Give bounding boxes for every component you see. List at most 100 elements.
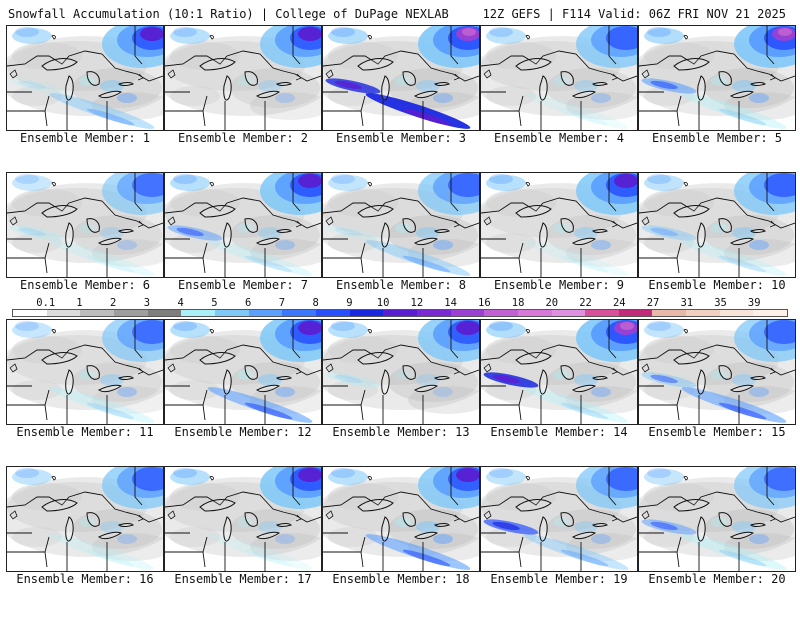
color-scale-swatch [484,310,518,316]
ensemble-member-panel: Ensemble Member: 3 [322,25,480,185]
ensemble-member-label: Ensemble Member: 20 [648,572,786,586]
snowfall-map-graphic [481,320,637,424]
ensemble-member-panel: Ensemble Member: 18 [322,466,480,626]
color-scale-label: 39 [747,297,761,309]
color-scale-label: 0.1 [36,297,56,309]
model-valid-time: 12Z GEFS | F114 Valid: 06Z FRI NOV 21 20… [482,7,786,21]
snowfall-map [164,172,322,278]
snowfall-map-graphic [7,26,163,130]
ensemble-member-label: Ensemble Member: 11 [16,425,154,439]
color-scale-label: 35 [714,297,727,309]
color-scale-label: 3 [143,297,151,309]
color-scale-swatch [517,310,552,316]
color-scale-bar [12,309,788,317]
color-scale-swatch [618,310,653,316]
ensemble-member-panel: Ensemble Member: 6 [6,172,164,332]
snowfall-map [6,25,164,131]
color-scale-swatch [551,310,586,316]
color-scale-label: 7 [278,297,286,309]
ensemble-member-panel: Ensemble Member: 17 [164,466,322,626]
color-scale-swatch [416,310,451,316]
color-scale-label: 22 [579,297,592,309]
snowfall-map [638,25,796,131]
snowfall-map [322,319,480,425]
color-scale-label: 4 [177,297,184,309]
snowfall-map-graphic [639,320,795,424]
color-scale-label: 12 [410,297,424,309]
snowfall-map-graphic [165,26,321,130]
snowfall-map-graphic [323,320,479,424]
ensemble-member-panel: Ensemble Member: 7 [164,172,322,332]
snowfall-map [6,319,164,425]
ensemble-member-panel: Ensemble Member: 16 [6,466,164,626]
snowfall-map [164,466,322,572]
ensemble-member-panel: Ensemble Member: 12 [164,319,322,479]
ensemble-member-label: Ensemble Member: 7 [177,278,309,292]
ensemble-member-label: Ensemble Member: 18 [332,572,470,586]
snowfall-map-graphic [7,467,163,571]
color-scale-swatch [315,310,350,316]
ensemble-member-label: Ensemble Member: 19 [490,572,628,586]
snowfall-map [6,466,164,572]
ensemble-member-label: Ensemble Member: 9 [493,278,625,292]
ensemble-member-panel: Ensemble Member: 8 [322,172,480,332]
ensemble-member-label: Ensemble Member: 17 [174,572,312,586]
snowfall-map [480,319,638,425]
color-scale-swatch [719,310,754,316]
snowfall-map-graphic [481,26,637,130]
ensemble-member-panel: Ensemble Member: 10 [638,172,796,332]
color-scale-swatch [686,310,720,316]
color-scale-swatch [214,310,249,316]
color-scale-swatch [753,310,788,316]
ensemble-member-label: Ensemble Member: 8 [335,278,467,292]
snowfall-map [480,172,638,278]
snowfall-map [6,172,164,278]
ensemble-member-panel: Ensemble Member: 19 [480,466,638,626]
snowfall-map-graphic [323,173,479,277]
snowfall-map-graphic [7,320,163,424]
color-scale-label: 18 [511,297,525,309]
color-scale-swatch [585,310,619,316]
snowfall-map-graphic [481,173,637,277]
color-scale-swatch [349,310,384,316]
color-scale-label: 8 [312,297,319,309]
snowfall-map [322,466,480,572]
ensemble-member-label: Ensemble Member: 6 [19,278,151,292]
snowfall-map [638,466,796,572]
snowfall-map [164,25,322,131]
ensemble-member-panel: Ensemble Member: 2 [164,25,322,185]
snowfall-map [480,466,638,572]
chart-title: Snowfall Accumulation (10:1 Ratio) | Col… [8,7,449,21]
snowfall-map-graphic [165,320,321,424]
color-scale-swatch [46,310,81,316]
ensemble-member-label: Ensemble Member: 13 [332,425,470,439]
color-scale-label: 16 [478,297,491,309]
ensemble-member-panel: Ensemble Member: 1 [6,25,164,185]
ensemble-member-label: Ensemble Member: 16 [16,572,154,586]
color-scale-swatch [147,310,182,316]
color-scale-swatch [181,310,215,316]
ensemble-member-panel: Ensemble Member: 4 [480,25,638,185]
color-scale-swatch [13,310,47,316]
color-scale-swatch [248,310,283,316]
ensemble-member-label: Ensemble Member: 3 [335,131,467,145]
snowfall-map [638,172,796,278]
ensemble-member-label: Ensemble Member: 10 [648,278,786,292]
snowfall-map-graphic [639,467,795,571]
color-scale-label: 14 [444,297,457,309]
snowfall-map-graphic [323,467,479,571]
snowfall-map-graphic [323,26,479,130]
color-scale-labels: 0.1 1 2 3 4 5 6 7 8 9 10 12 14 16 18 20 22 24 27 31 35 39 [6,297,794,309]
color-scale-label: 6 [245,297,252,309]
ensemble-member-panel: Ensemble Member: 9 [480,172,638,332]
color-scale-swatch [282,310,316,316]
snowfall-map [638,319,796,425]
color-scale-label: 2 [110,297,117,309]
snowfall-map-graphic [165,467,321,571]
ensemble-member-panel: Ensemble Member: 20 [638,466,796,626]
color-scale-label: 24 [612,297,626,309]
snowfall-map-graphic [481,467,637,571]
ensemble-member-panel: Ensemble Member: 13 [322,319,480,479]
ensemble-member-label: Ensemble Member: 15 [648,425,786,439]
color-scale-label: 20 [545,297,559,309]
